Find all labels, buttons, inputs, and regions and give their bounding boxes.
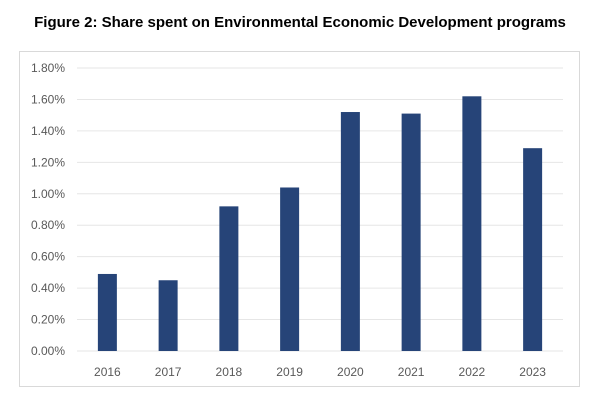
x-tick-label: 2022 [459, 365, 486, 379]
y-tick-label: 0.60% [31, 250, 65, 264]
bar-2021 [401, 113, 421, 351]
y-tick-label: 0.80% [31, 218, 65, 232]
x-tick-label: 2021 [398, 365, 425, 379]
chart-title: Figure 2: Share spent on Environmental E… [34, 14, 566, 31]
x-tick-label: 2016 [94, 365, 121, 379]
y-tick-label: 1.80% [31, 61, 65, 75]
y-tick-label: 0.40% [31, 281, 65, 295]
x-tick-label: 2017 [155, 365, 182, 379]
y-tick-label: 0.00% [31, 344, 65, 358]
x-tick-label: 2023 [519, 365, 546, 379]
bar-2019 [280, 187, 300, 351]
bar-2020 [340, 112, 360, 352]
bar-2017 [158, 280, 178, 351]
x-tick-label: 2019 [276, 365, 303, 379]
y-tick-label: 1.40% [31, 124, 65, 138]
x-tick-label: 2018 [216, 365, 243, 379]
bar-2023 [523, 148, 543, 351]
bar-2022 [462, 96, 482, 351]
bar-2018 [219, 206, 239, 351]
chart-frame [19, 51, 580, 387]
y-tick-label: 1.60% [31, 92, 65, 106]
bar-2016 [97, 273, 117, 351]
y-tick-label: 1.20% [31, 155, 65, 169]
y-tick-label: 0.20% [31, 313, 65, 327]
y-tick-label: 1.00% [31, 187, 65, 201]
x-tick-label: 2020 [337, 365, 364, 379]
